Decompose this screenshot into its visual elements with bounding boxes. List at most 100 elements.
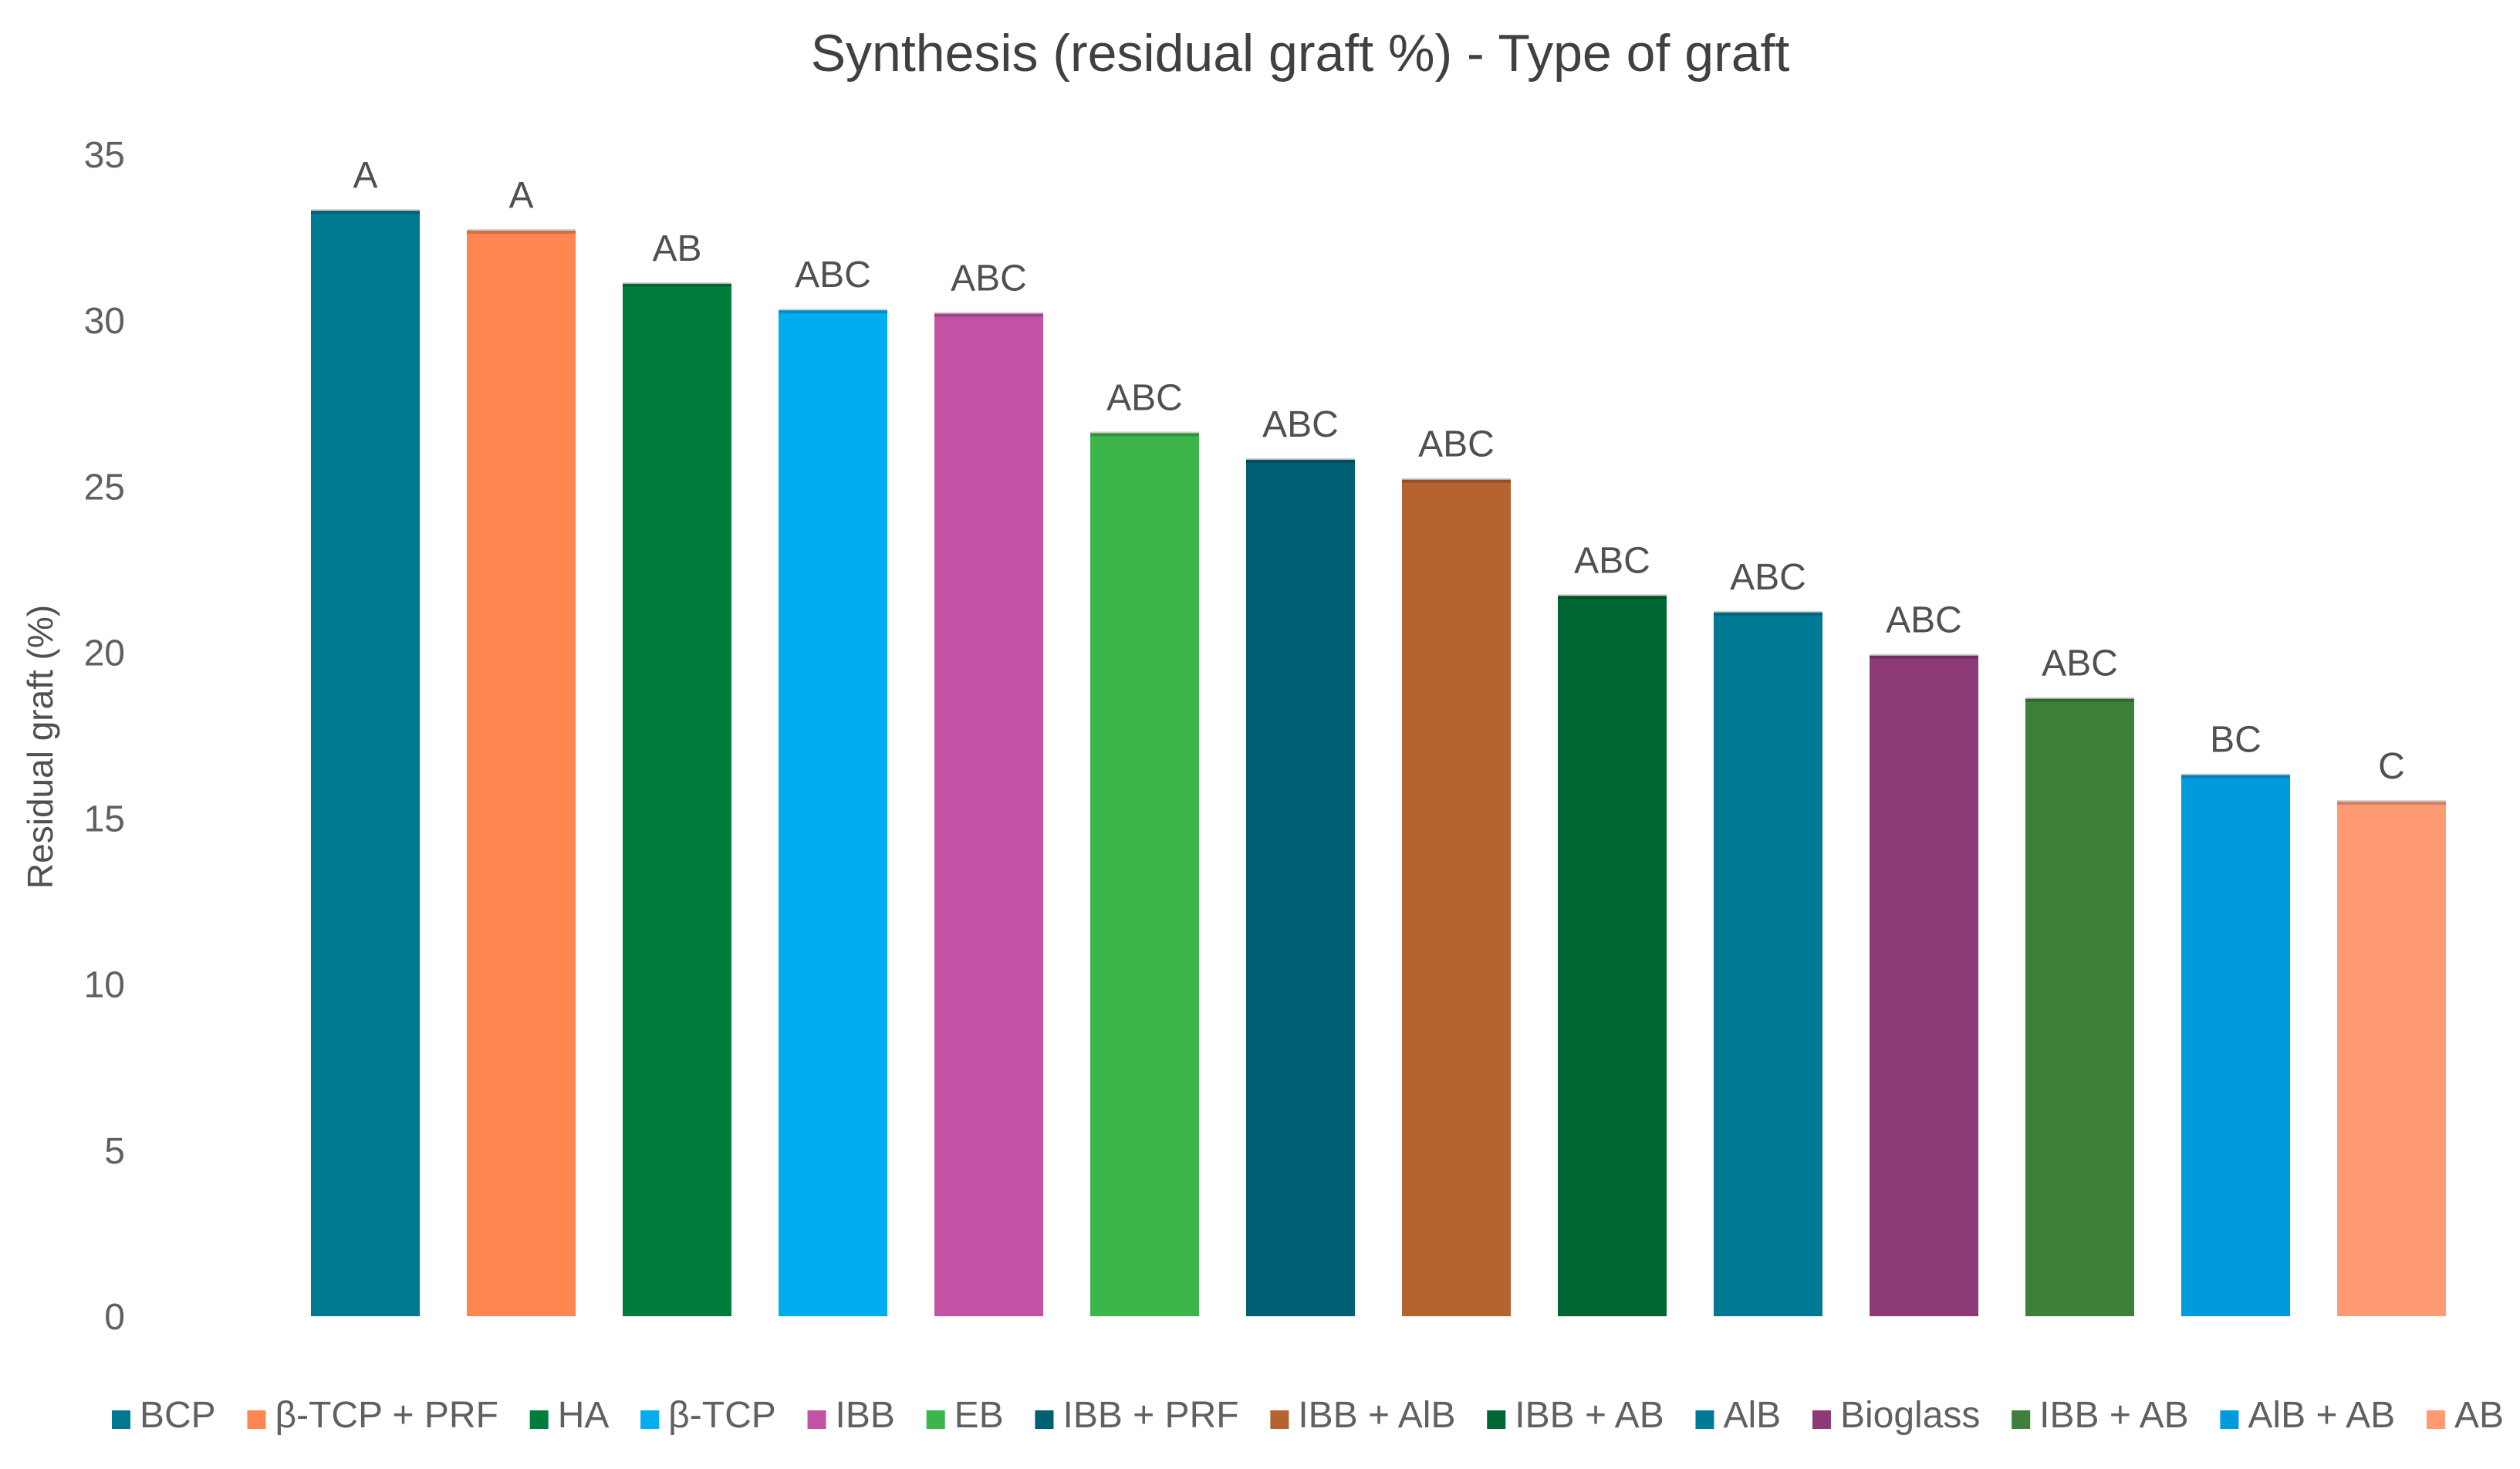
data-label: ABC xyxy=(1574,540,1650,581)
y-tick-label: 20 xyxy=(84,633,125,674)
bar xyxy=(311,211,420,1316)
legend-swatch xyxy=(1812,1410,1831,1429)
y-tick-label: 10 xyxy=(84,965,125,1006)
legend-swatch xyxy=(1035,1410,1054,1429)
bar xyxy=(2181,775,2290,1316)
data-label: ABC xyxy=(2042,643,2118,684)
legend-swatch xyxy=(640,1410,660,1429)
bar xyxy=(1402,479,1511,1317)
bar xyxy=(1090,433,1199,1317)
bar xyxy=(1558,596,1667,1316)
legend-item: IBB + AB xyxy=(1487,1395,1664,1436)
y-tick-label: 0 xyxy=(104,1297,125,1338)
y-tick-label: 35 xyxy=(84,135,125,176)
bar-top-edge xyxy=(1090,431,1199,437)
legend-label: AB xyxy=(2454,1395,2504,1436)
legend-label: Bioglass xyxy=(1840,1395,1980,1436)
y-tick-label: 5 xyxy=(104,1131,125,1172)
y-axis-ticks: 0 5 10 15 20 25 30 35 xyxy=(84,135,125,1338)
legend-label: AlB + AB xyxy=(2248,1395,2395,1436)
bar xyxy=(2025,698,2134,1316)
legend-item: Bioglass xyxy=(1812,1395,1980,1436)
legend-swatch xyxy=(807,1410,826,1429)
bar-top-edge xyxy=(311,209,420,214)
bar-top-edge xyxy=(1402,478,1511,483)
y-tick-label: 25 xyxy=(84,467,125,508)
bar xyxy=(1246,459,1355,1317)
bar-top-edge xyxy=(467,228,576,234)
data-label: ABC xyxy=(1730,557,1806,598)
data-label: ABC xyxy=(795,255,871,295)
data-label: C xyxy=(2378,746,2405,787)
legend-label: HA xyxy=(558,1395,610,1436)
legend-label: EB xyxy=(954,1395,1004,1436)
data-label: ABC xyxy=(1886,600,1962,641)
legend-swatch xyxy=(247,1410,266,1429)
legend-label: IBB + PRF xyxy=(1062,1395,1238,1436)
legend-label: BCP xyxy=(140,1395,216,1436)
bar-top-edge xyxy=(1870,653,1978,659)
y-axis-label: Residual graft (%) xyxy=(20,605,60,889)
legend-item: AB xyxy=(2426,1395,2504,1436)
bar-top-edge xyxy=(2025,697,2134,702)
legend-item: BCP xyxy=(112,1395,216,1436)
chart-title: Synthesis (residual graft %) - Type of g… xyxy=(811,24,1790,83)
bar-top-edge xyxy=(2181,773,2290,778)
bar-top-edge xyxy=(623,282,731,287)
bar xyxy=(934,313,1043,1317)
y-tick-label: 30 xyxy=(84,301,125,342)
data-label: BC xyxy=(2210,720,2262,761)
legend-swatch xyxy=(112,1410,130,1429)
data-label: A xyxy=(353,155,377,196)
legend-item: β-TCP xyxy=(640,1395,776,1436)
bars-group xyxy=(311,209,2446,1317)
legend-label: β-TCP + PRF xyxy=(275,1395,498,1436)
legend-label: IBB + AB xyxy=(1515,1395,1664,1436)
bar xyxy=(623,283,731,1317)
bar-top-edge xyxy=(779,309,887,314)
data-label: AB xyxy=(652,228,701,269)
data-label: ABC xyxy=(1106,377,1183,418)
legend-item: IBB + AlB xyxy=(1270,1395,1455,1436)
legend-label: IBB xyxy=(836,1395,895,1436)
legend-swatch xyxy=(1695,1410,1714,1429)
data-label: ABC xyxy=(1262,404,1339,445)
legend-item: AlB + AB xyxy=(2220,1395,2395,1436)
legend-item: IBB xyxy=(807,1395,895,1436)
data-label: A xyxy=(508,175,533,216)
bar xyxy=(1870,655,1978,1316)
legend-swatch xyxy=(2220,1410,2239,1429)
legend-swatch xyxy=(926,1410,945,1429)
bar xyxy=(2337,802,2446,1316)
y-tick-label: 15 xyxy=(84,799,125,840)
legend-swatch xyxy=(1270,1410,1289,1429)
data-label: ABC xyxy=(1418,424,1495,465)
legend-swatch xyxy=(2012,1410,2031,1429)
legend-item: HA xyxy=(529,1395,610,1436)
bar-top-edge xyxy=(934,312,1043,317)
legend-item: IBB + AB xyxy=(2012,1395,2189,1436)
bar xyxy=(779,310,887,1317)
legend-label: IBB + AlB xyxy=(1298,1395,1455,1436)
data-label: ABC xyxy=(951,258,1027,299)
legend-swatch xyxy=(529,1410,549,1429)
legend-swatch xyxy=(1487,1410,1506,1429)
bar xyxy=(467,230,576,1317)
legend-item: EB xyxy=(926,1395,1004,1436)
bar xyxy=(1714,612,1822,1316)
legend-item: β-TCP + PRF xyxy=(247,1395,498,1436)
legend-label: AlB xyxy=(1723,1395,1781,1436)
bar-top-edge xyxy=(1246,458,1355,463)
legend-label: β-TCP xyxy=(668,1395,776,1436)
data-labels-group: A A AB ABC ABC ABC ABC ABC ABC ABC ABC ABC BC C xyxy=(353,155,2404,787)
legend-item: AlB xyxy=(1695,1395,1781,1436)
bar-top-edge xyxy=(1714,610,1822,616)
legend-label: IBB + AB xyxy=(2039,1395,2188,1436)
legend: BCP β-TCP + PRF HA β-TCP IBB EB IBB + PRF IBB +… xyxy=(112,1395,2504,1436)
legend-swatch xyxy=(2426,1410,2445,1429)
bar-top-edge xyxy=(2337,800,2446,805)
legend-item: IBB + PRF xyxy=(1035,1395,1239,1436)
bar-top-edge xyxy=(1558,594,1667,599)
